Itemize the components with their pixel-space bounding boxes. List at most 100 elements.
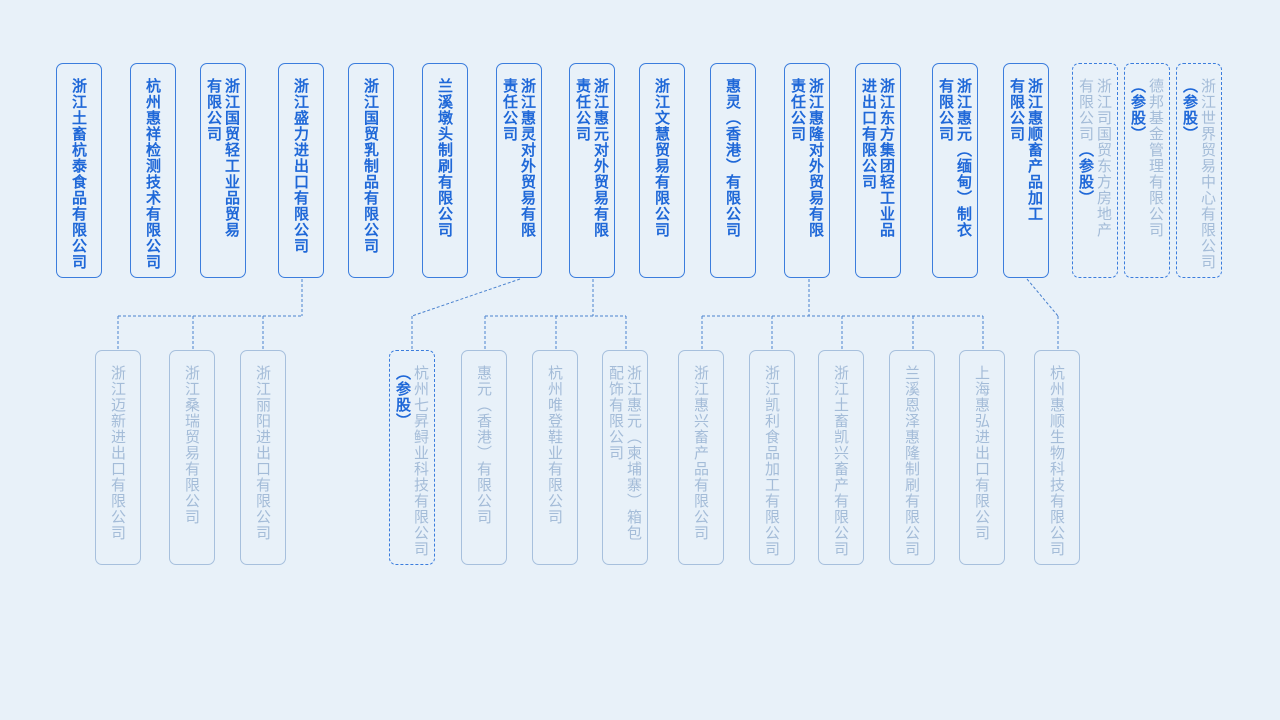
company-name: 浙江凯利食品加工有限公司 (763, 351, 781, 564)
company-box[interactable]: 浙江土畜凯兴畜产有限公司 (818, 350, 864, 565)
stake-label: （参股） (1077, 142, 1095, 206)
company-box[interactable]: 浙江惠元（缅甸）制衣 有限公司 (932, 63, 978, 278)
stake-label: （参股） (1181, 78, 1199, 142)
company-box[interactable]: 浙江土畜杭泰食品有限公司 (56, 63, 102, 278)
name-text: 有限公司 (205, 78, 223, 142)
name-text: 杭州唯登鞋业有限公司 (546, 365, 564, 525)
company-name-line: 浙江凯利食品加工有限公司 (763, 365, 781, 564)
name-text: 兰溪墩头制刷有限公司 (436, 78, 454, 238)
company-name-line: （参股） (1129, 78, 1147, 277)
company-box[interactable]: 浙江惠灵对外贸易有限 责任公司 (496, 63, 542, 278)
company-box[interactable]: 兰溪墩头制刷有限公司 (422, 63, 468, 278)
company-name-line: 浙江世界贸易中心有限公司 (1199, 78, 1217, 277)
company-name: 浙江迈新进出口有限公司 (109, 351, 127, 564)
name-text: 浙江司国贸东方房地产 (1095, 78, 1113, 238)
company-box[interactable]: 浙江迈新进出口有限公司 (95, 350, 141, 565)
name-text: 浙江世界贸易中心有限公司 (1199, 78, 1217, 270)
company-box[interactable]: 浙江东方集团轻工业品 进出口有限公司 (855, 63, 901, 278)
company-name: 浙江惠隆对外贸易有限 责任公司 (789, 64, 825, 277)
company-box[interactable]: 杭州惠祥检测技术有限公司 (130, 63, 176, 278)
company-box[interactable]: 浙江桑瑞贸易有限公司 (169, 350, 215, 565)
company-name-line: 进出口有限公司 (860, 78, 878, 277)
name-text: 浙江土畜凯兴畜产有限公司 (832, 365, 850, 557)
company-name: 杭州惠祥检测技术有限公司 (144, 64, 162, 277)
name-text: 有限公司 (1077, 78, 1095, 142)
company-name-line: 兰溪墩头制刷有限公司 (436, 78, 454, 277)
company-box[interactable]: 杭州惠顺生物科技有限公司 (1034, 350, 1080, 565)
name-text: 有限公司 (937, 78, 955, 142)
company-box[interactable]: 浙江国贸乳制品有限公司 (348, 63, 394, 278)
name-text: 浙江惠兴畜产品有限公司 (692, 365, 710, 541)
company-name-line: 有限公司 (205, 78, 223, 277)
company-name-line: 惠灵（香港）有限公司 (724, 78, 742, 277)
company-box[interactable]: 浙江世界贸易中心有限公司 （参股） (1176, 63, 1222, 278)
name-text: 浙江国贸乳制品有限公司 (362, 78, 380, 254)
company-name-line: 浙江盛力进出口有限公司 (292, 78, 310, 277)
company-name: 浙江东方集团轻工业品 进出口有限公司 (860, 64, 896, 277)
name-text: 进出口有限公司 (860, 78, 878, 190)
company-box[interactable]: 浙江司国贸东方房地产 有限公司（参股） (1072, 63, 1118, 278)
company-box[interactable]: 浙江盛力进出口有限公司 (278, 63, 324, 278)
name-text: 浙江桑瑞贸易有限公司 (183, 365, 201, 525)
company-name: 浙江盛力进出口有限公司 (292, 64, 310, 277)
company-name-line: 浙江迈新进出口有限公司 (109, 365, 127, 564)
company-box[interactable]: 德邦基金管理有限公司 （参股） (1124, 63, 1170, 278)
company-name-line: 上海惠弘进出口有限公司 (973, 365, 991, 564)
name-text: 兰溪恩泽惠隆制刷有限公司 (903, 365, 921, 557)
company-name: 浙江桑瑞贸易有限公司 (183, 351, 201, 564)
company-box[interactable]: 上海惠弘进出口有限公司 (959, 350, 1005, 565)
company-box[interactable]: 浙江凯利食品加工有限公司 (749, 350, 795, 565)
company-box[interactable]: 惠灵（香港）有限公司 (710, 63, 756, 278)
connector (411, 278, 521, 317)
company-name: 惠灵（香港）有限公司 (724, 64, 742, 277)
company-name: 兰溪墩头制刷有限公司 (436, 64, 454, 277)
name-text: 杭州七昇鲟业科技有限公司 (412, 365, 430, 557)
company-name-line: 责任公司 (574, 78, 592, 277)
name-text: 浙江惠元（柬埔寨）箱包 (625, 365, 643, 541)
company-box[interactable]: 浙江国贸轻工业品贸易 有限公司 (200, 63, 246, 278)
company-box[interactable]: 浙江惠隆对外贸易有限 责任公司 (784, 63, 830, 278)
company-name: 浙江文慧贸易有限公司 (653, 64, 671, 277)
company-box[interactable]: 浙江惠顺畜产品加工 有限公司 (1003, 63, 1049, 278)
name-text: 浙江土畜杭泰食品有限公司 (70, 78, 88, 270)
company-name-line: 浙江惠隆对外贸易有限 (807, 78, 825, 277)
company-box[interactable]: 兰溪恩泽惠隆制刷有限公司 (889, 350, 935, 565)
name-text: 浙江惠顺畜产品加工 (1026, 78, 1044, 222)
company-name-line: 浙江桑瑞贸易有限公司 (183, 365, 201, 564)
company-name: 浙江司国贸东方房地产 有限公司（参股） (1077, 64, 1113, 277)
name-text: 浙江惠元（缅甸）制衣 (955, 78, 973, 238)
company-name: 德邦基金管理有限公司 （参股） (1129, 64, 1165, 277)
company-name-line: 浙江司国贸东方房地产 (1095, 78, 1113, 277)
company-box[interactable]: 杭州唯登鞋业有限公司 (532, 350, 578, 565)
company-name-line: 浙江惠元对外贸易有限 (592, 78, 610, 277)
company-name-line: 浙江土畜杭泰食品有限公司 (70, 78, 88, 277)
company-box[interactable]: 浙江丽阳进出口有限公司 (240, 350, 286, 565)
company-name-line: （参股） (1181, 78, 1199, 277)
name-text: 杭州惠顺生物科技有限公司 (1048, 365, 1066, 557)
company-box[interactable]: 浙江惠兴畜产品有限公司 (678, 350, 724, 565)
company-name-line: 责任公司 (789, 78, 807, 277)
name-text: 德邦基金管理有限公司 (1147, 78, 1165, 238)
name-text: 浙江盛力进出口有限公司 (292, 78, 310, 254)
company-name-line: 有限公司 (1008, 78, 1026, 277)
company-box[interactable]: 浙江惠元对外贸易有限 责任公司 (569, 63, 615, 278)
company-box[interactable]: 浙江惠元（柬埔寨）箱包 配饰有限公司 (602, 350, 648, 565)
company-name-line: 兰溪恩泽惠隆制刷有限公司 (903, 365, 921, 564)
company-name: 杭州唯登鞋业有限公司 (546, 351, 564, 564)
company-name-line: 杭州惠祥检测技术有限公司 (144, 78, 162, 277)
company-name-line: 配饰有限公司 (607, 365, 625, 564)
company-name-line: 浙江惠元（柬埔寨）箱包 (625, 365, 643, 564)
company-name-line: 浙江国贸乳制品有限公司 (362, 78, 380, 277)
company-name-line: 杭州唯登鞋业有限公司 (546, 365, 564, 564)
company-name-line: 浙江惠元（缅甸）制衣 (955, 78, 973, 277)
name-text: 浙江文慧贸易有限公司 (653, 78, 671, 238)
company-box[interactable]: 惠元（香港）有限公司 (461, 350, 507, 565)
company-name: 浙江惠元（缅甸）制衣 有限公司 (937, 64, 973, 277)
name-text: 浙江惠隆对外贸易有限 (807, 78, 825, 238)
name-text: 惠元（香港）有限公司 (475, 365, 493, 525)
company-box[interactable]: 浙江文慧贸易有限公司 (639, 63, 685, 278)
company-name: 杭州七昇鲟业科技有限公司 （参股） (394, 351, 430, 564)
company-box[interactable]: 杭州七昇鲟业科技有限公司 （参股） (389, 350, 435, 565)
company-name-line: 浙江丽阳进出口有限公司 (254, 365, 272, 564)
